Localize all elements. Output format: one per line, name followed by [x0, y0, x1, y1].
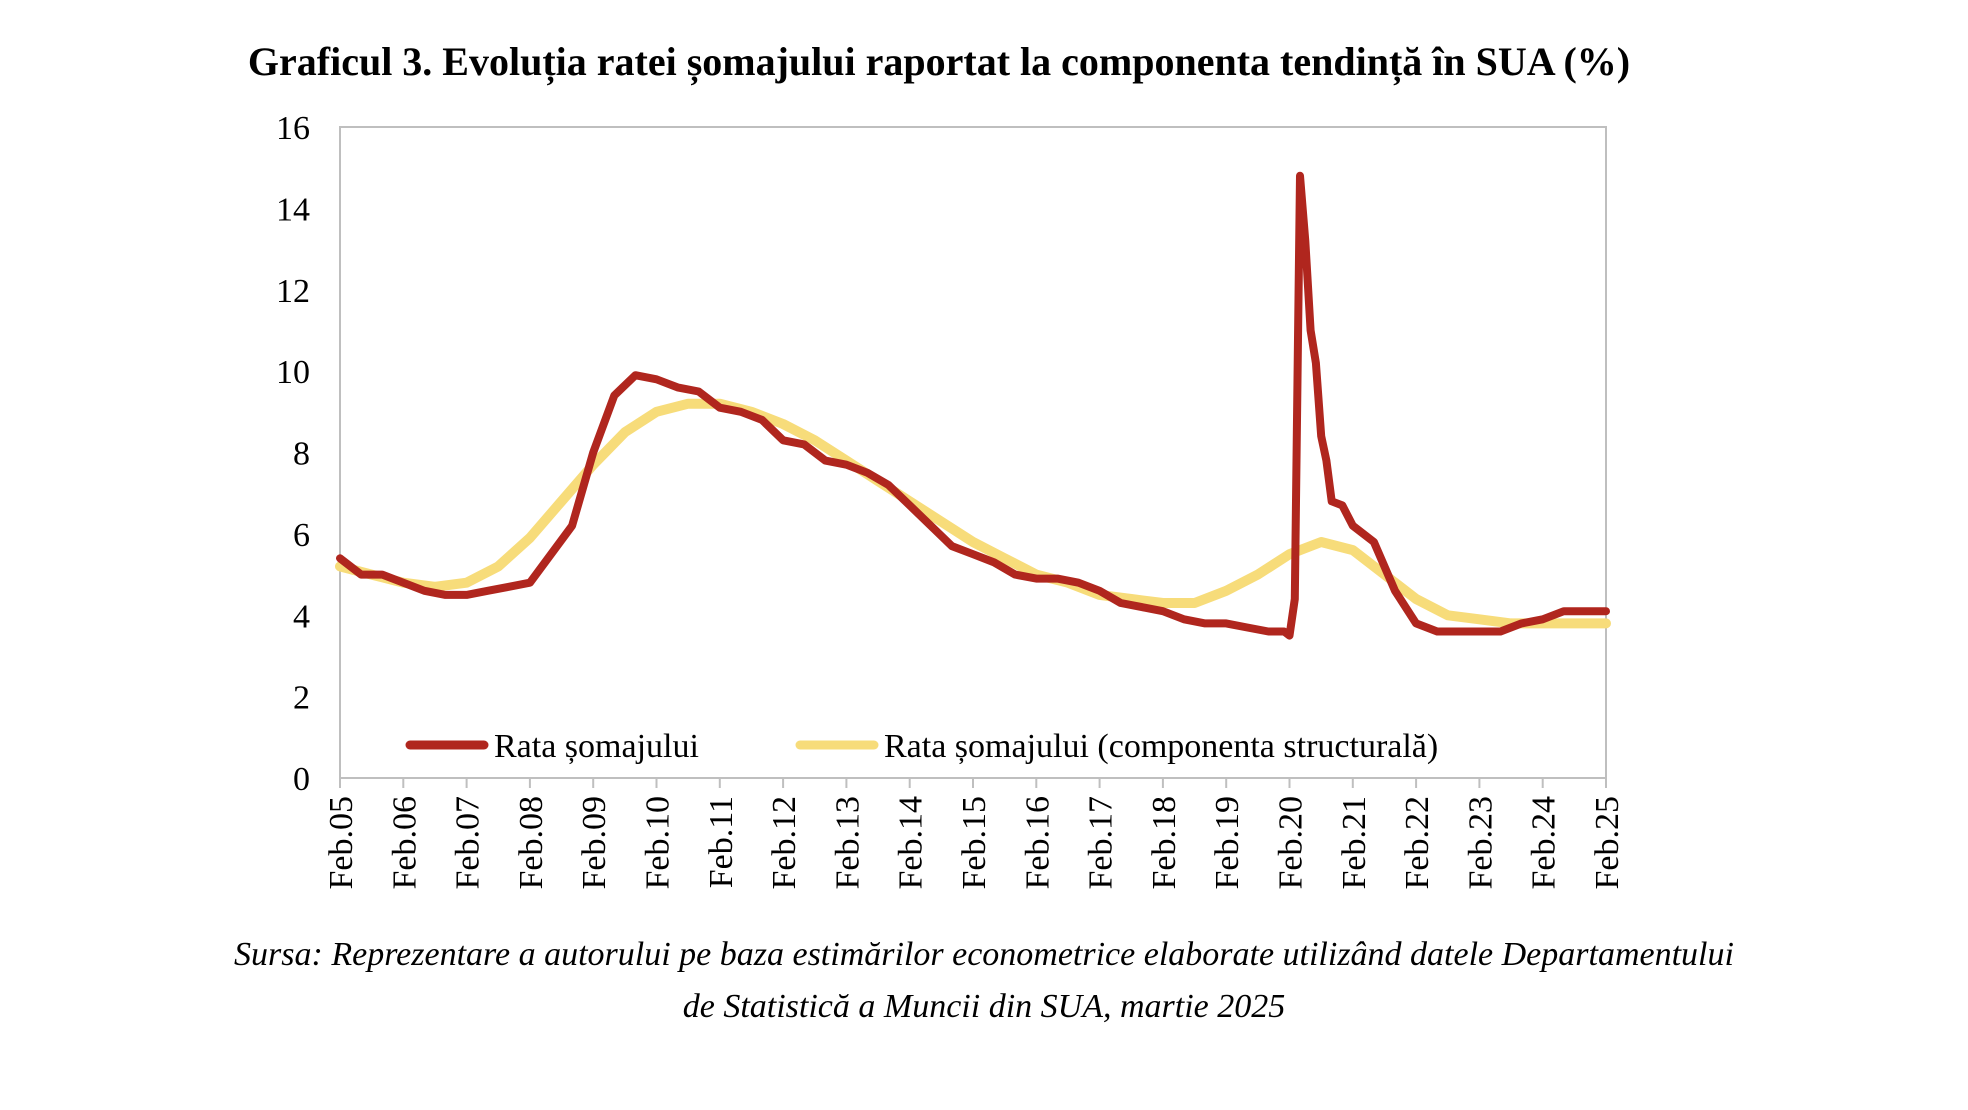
series-line-rate — [336, 171, 1610, 640]
y-tick-label: 12 — [276, 273, 310, 310]
y-tick-label: 0 — [293, 761, 310, 798]
x-tick-label: Feb.12 — [766, 796, 803, 890]
x-tick-label: Feb.11 — [703, 796, 740, 888]
legend-label: Rata șomajului (componenta structurală) — [884, 728, 1438, 765]
y-tick-label: 4 — [293, 598, 310, 635]
y-axis-ticks: 0 2 4 6 8 10 12 14 16 — [276, 110, 310, 798]
series-line-structural — [335, 398, 1611, 629]
x-tick-label: Feb.20 — [1273, 796, 1310, 890]
plot-area-border — [339, 126, 1607, 779]
y-tick-label: 6 — [293, 517, 310, 554]
legend-item-structural: Rata șomajului (componenta structurală) — [795, 728, 1438, 765]
x-tick-label: Feb.16 — [1019, 796, 1056, 890]
y-tick-label: 8 — [293, 436, 310, 473]
series-lines — [335, 171, 1611, 640]
x-axis-ticks: Feb.05 Feb.06 Feb.07 Feb.08 Feb.09 Feb.10 Feb.… — [323, 778, 1626, 890]
x-tick-label: Feb.05 — [323, 796, 360, 890]
y-tick-label: 10 — [276, 354, 310, 391]
x-tick-label: Feb.06 — [386, 796, 423, 890]
x-tick-label: Feb.17 — [1083, 796, 1120, 890]
y-tick-label: 14 — [276, 191, 310, 228]
chart-title: Graficul 3. Evoluția ratei șomajului rap… — [247, 39, 1631, 84]
x-tick-label: Feb.07 — [450, 796, 487, 890]
legend-label: Rata șomajului — [494, 728, 699, 765]
x-tick-label: Feb.10 — [640, 796, 677, 890]
y-tick-label: 16 — [276, 110, 310, 147]
x-tick-label: Feb.08 — [513, 796, 550, 890]
y-tick-label: 2 — [293, 680, 310, 717]
x-tick-label: Feb.14 — [893, 796, 930, 890]
x-tick-label: Feb.13 — [829, 796, 866, 890]
source-note-line-2: de Statistică a Muncii din SUA, martie 2… — [682, 988, 1286, 1025]
chart-legend: Rata șomajului Rata șomajului (componenta… — [405, 728, 1438, 765]
legend-item-rate: Rata șomajului — [405, 728, 699, 765]
x-tick-label: Feb.23 — [1462, 796, 1499, 890]
x-tick-label: Feb.15 — [956, 796, 993, 890]
x-tick-label: Feb.22 — [1399, 796, 1436, 890]
chart-axes — [339, 126, 1607, 779]
source-note-line-1: Sursa: Reprezentare a autorului pe baza … — [234, 936, 1734, 973]
x-tick-label: Feb.19 — [1209, 796, 1246, 890]
x-tick-label: Feb.09 — [576, 796, 613, 890]
x-tick-label: Feb.25 — [1589, 796, 1626, 890]
x-tick-label: Feb.21 — [1336, 796, 1373, 890]
x-tick-label: Feb.24 — [1526, 796, 1563, 890]
x-tick-label: Feb.18 — [1146, 796, 1183, 890]
